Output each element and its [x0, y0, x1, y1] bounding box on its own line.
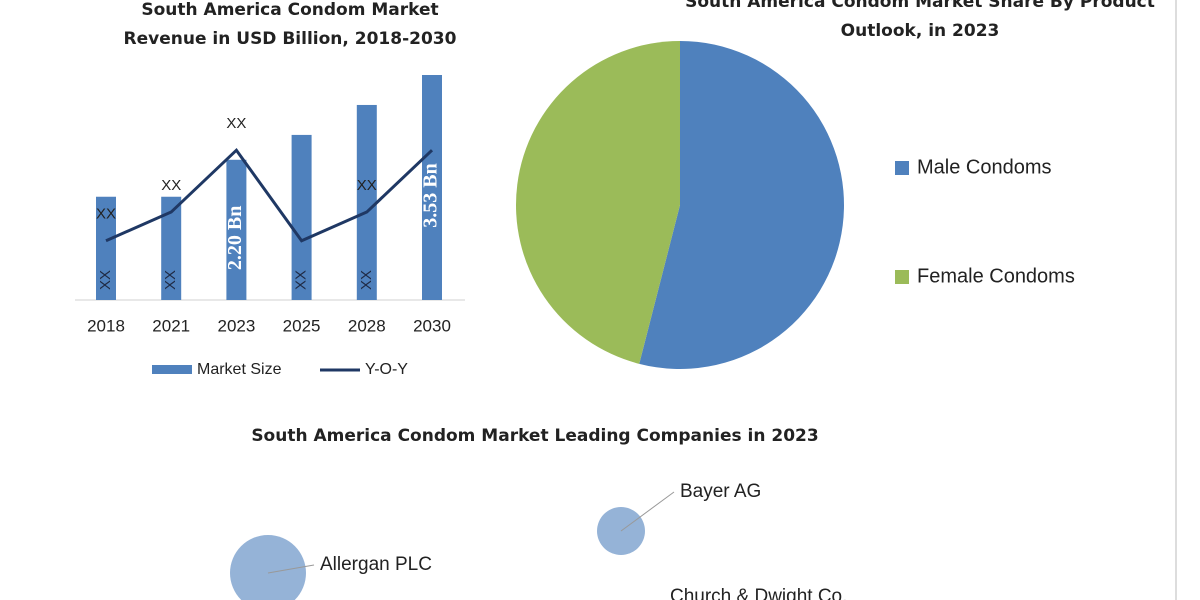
bar [96, 196, 116, 300]
pie-slice [639, 41, 845, 370]
pie-slice [516, 41, 680, 364]
bar [226, 159, 247, 300]
bubble [230, 535, 306, 600]
bubble-label: Church & Dwight Co. [670, 586, 847, 600]
legend-swatch [152, 365, 192, 374]
x-tick-label: 2025 [283, 316, 321, 335]
leader-line [267, 564, 315, 574]
line-value-label: XX [96, 206, 116, 223]
bar-value-label: XX [162, 270, 179, 290]
bubble-label: Bayer AG [680, 481, 761, 502]
line-value-label: XX [357, 177, 377, 194]
line-series [105, 147, 434, 243]
line-value-label: XX [226, 115, 246, 132]
x-tick-label: 2030 [413, 316, 451, 335]
bar [356, 104, 377, 300]
bar-value-label: 3.53 Bn [420, 163, 442, 227]
bar-value-label: XX [358, 270, 375, 290]
bar [291, 134, 312, 300]
legend-label: Market Size [197, 361, 282, 378]
bar-value-label: XX [97, 270, 114, 290]
x-tick-label: 2021 [152, 316, 190, 335]
bar-value-label: 2.20 Bn [224, 206, 246, 270]
legend-label: Male Condoms [917, 156, 1052, 178]
leader-line [620, 491, 675, 532]
legend-swatch [895, 270, 909, 284]
legend-swatch [895, 161, 909, 175]
pie-chart-title: South America Condom Market Share By Pro… [685, 0, 1155, 41]
x-tick-label: 2028 [348, 316, 386, 335]
bar-chart-title: South America Condom Market Revenue in U… [123, 0, 457, 49]
line-value-label: XX [161, 177, 181, 194]
bar-value-label: XX [293, 270, 310, 290]
bubble-chart-title: South America Condom Market Leading Comp… [251, 426, 819, 446]
legend-label: Female Condoms [917, 265, 1075, 287]
bar [161, 196, 182, 300]
legend-label: Y-O-Y [365, 361, 408, 378]
bubble-label: Allergan PLC [320, 554, 432, 575]
x-tick-label: 2023 [217, 316, 255, 335]
bar [422, 75, 442, 300]
x-tick-label: 2018 [87, 316, 125, 335]
